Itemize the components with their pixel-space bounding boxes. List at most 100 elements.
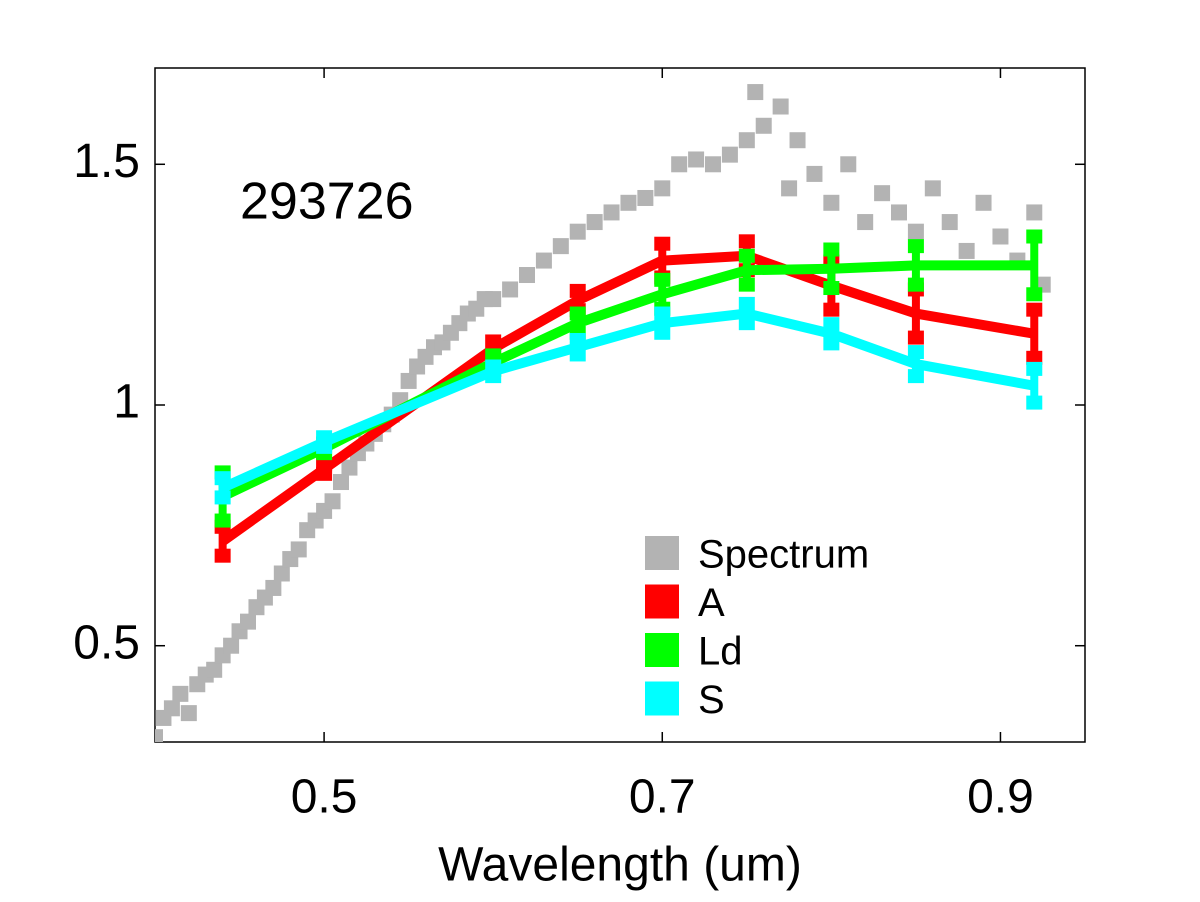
spectrum-point [671,156,688,173]
error-bar [316,430,333,454]
error-cap [569,347,586,362]
error-cap [316,439,333,454]
error-bar [738,248,755,292]
annotation: 293726 [240,173,414,231]
error-cap [654,272,671,287]
error-cap [1026,287,1043,302]
spectrum-point [620,194,637,211]
error-bar [823,242,840,296]
spectrum-point [907,223,924,240]
error-bar [907,345,924,384]
error-cap [654,325,671,340]
spectrum-point [155,729,163,742]
spectrum-point [290,541,307,558]
spectrum-point [924,180,941,197]
error-cap [569,306,586,321]
error-cap [823,336,840,351]
spectrum-point [755,117,772,134]
spectrum-point [840,156,857,173]
error-cap [316,466,333,481]
error-bar [907,239,924,292]
spectrum-point [552,238,569,255]
y-tick-label: 1.5 [73,135,140,188]
error-cap [907,330,924,345]
error-bar [1026,302,1043,365]
spectrum-point [172,685,189,702]
error-cap [1026,302,1043,317]
spectrum-point [721,146,738,163]
error-cap [654,306,671,321]
error-cap [214,490,231,505]
spectrum-point [206,661,223,678]
error-cap [1026,229,1043,244]
error-cap [823,242,840,257]
error-cap [1026,350,1043,365]
error-cap [569,283,586,298]
legend-marker [645,681,679,716]
error-bar [1026,229,1043,302]
error-cap [214,513,231,528]
error-cap [738,248,755,263]
x-tick-label: 0.5 [291,771,358,824]
legend-label: Spectrum [698,533,869,577]
legend-label: S [698,678,725,722]
error-cap [738,296,755,311]
spectrum-point [975,194,992,211]
error-bar [569,333,586,362]
error-cap [738,277,755,292]
error-bar [316,457,333,481]
error-bar [485,359,502,384]
spectrum-point [324,493,341,510]
legend-marker [645,536,679,570]
error-cap [907,345,924,360]
spectrum-point [654,180,671,197]
legend-marker [645,633,679,667]
error-bar [823,317,840,351]
error-cap [738,234,755,249]
spectrum-point [806,165,823,182]
error-cap [738,316,755,331]
error-cap [823,317,840,332]
spectrum-point [891,204,907,221]
spectrum-point [502,281,519,298]
spectrum-point [789,132,806,149]
error-cap [823,281,840,296]
error-cap [214,471,231,486]
spectrum-point [333,474,349,491]
spectrum-point [1026,204,1043,221]
spectrum-point [874,185,891,202]
spectrum-point [603,204,620,221]
spectrum-point [823,194,840,211]
spectrum-point [535,252,552,269]
error-bar [738,296,755,331]
spectrum-point [341,459,358,476]
error-cap [485,369,502,384]
x-tick-label: 0.7 [629,771,696,824]
spectrum-point [223,637,240,654]
spectrum-point [273,565,290,582]
error-cap [907,239,924,254]
spectrum-point [857,214,874,231]
x-tick-label: 0.9 [967,771,1034,824]
spectrum-point [400,372,417,389]
y-tick-label: 0.5 [73,616,140,669]
spectrum-point [637,189,654,206]
plot-area [154,67,1086,743]
error-cap [907,369,924,384]
error-cap [1026,395,1043,410]
spectrum-point [519,267,535,284]
error-cap [907,277,924,292]
y-tick-label: 1 [113,376,140,429]
spectrum-point [586,214,603,231]
legend-label: A [698,581,725,625]
spectrum-point [772,98,789,115]
error-bar [1026,361,1043,410]
spectrum-point [569,223,586,240]
spectrum-point [738,132,755,149]
spectrum-point [485,291,502,308]
error-cap [823,302,840,317]
error-cap [569,333,586,348]
spectrum-point [163,700,180,717]
spectrum-point [781,180,798,197]
